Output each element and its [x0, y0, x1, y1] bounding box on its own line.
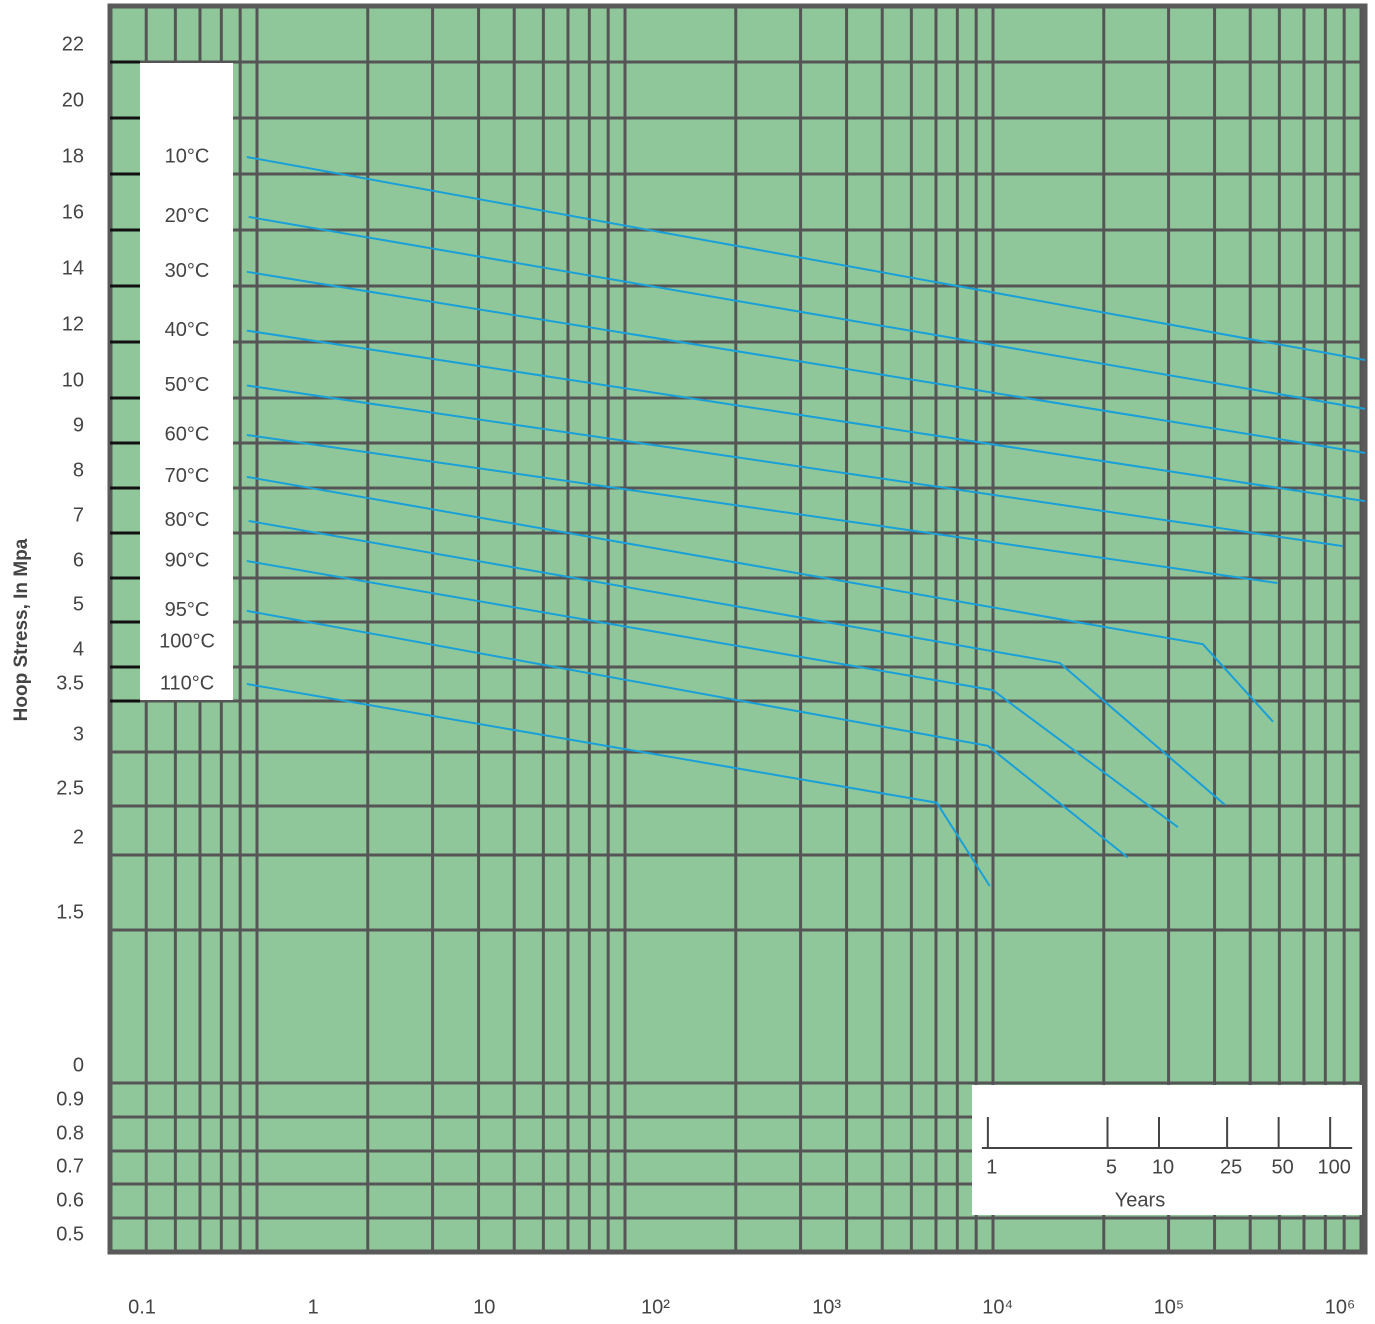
y-tick-label: 4: [73, 638, 84, 660]
years-tick-label: 25: [1220, 1156, 1242, 1178]
y-axis-title: Hoop Stress, In Mpa: [11, 538, 32, 721]
y-tick-label: 9: [73, 414, 84, 436]
x-tick-label: 10³: [812, 1296, 841, 1318]
series-line: [246, 270, 1366, 454]
series-label: 60°C: [165, 423, 210, 445]
y-tick-label: 14: [62, 257, 84, 279]
y-tick-label: 20: [62, 89, 84, 111]
series-label: 80°C: [165, 509, 210, 531]
y-tick-label: 0.9: [56, 1088, 84, 1110]
series-line: [246, 475, 1274, 723]
y-tick-label: 8: [73, 459, 84, 481]
years-tick-label: 10: [1152, 1156, 1174, 1178]
series-line: [246, 560, 1179, 829]
series-label: 50°C: [165, 374, 210, 396]
x-tick-label: 1: [308, 1296, 319, 1318]
series-line: [246, 384, 1344, 548]
y-tick-label: 22: [62, 33, 84, 55]
y-tick-label: 0.6: [56, 1189, 84, 1211]
y-tick-label: 6: [73, 549, 84, 571]
years-axis-title: Years: [1115, 1189, 1165, 1211]
years-inset: [972, 1085, 1362, 1215]
series-label: 90°C: [165, 549, 210, 571]
plot-frame: [107, 3, 1368, 1255]
series-label: 110°C: [160, 672, 214, 694]
series-line: [248, 215, 1366, 410]
series-label: 100°C: [159, 631, 215, 653]
y-tick-label: 1.5: [56, 901, 84, 923]
x-tick-label: 10⁵: [1154, 1296, 1185, 1318]
plot-area: [110, 6, 1365, 1252]
series-line: [246, 609, 1129, 859]
series-label: 30°C: [165, 260, 210, 282]
y-tick-label: 18: [62, 145, 84, 167]
y-tick-label: 3.5: [56, 672, 84, 694]
series-label: 40°C: [165, 319, 210, 341]
y-tick-label: 10: [62, 369, 84, 391]
x-tick-label: 0.1: [128, 1296, 156, 1318]
series-line: [248, 519, 1226, 806]
y-tick-label: 2: [73, 826, 84, 848]
series-label: 95°C: [165, 599, 210, 621]
graph-paper: [109, 6, 1365, 1252]
y-tick-label: 3: [73, 723, 84, 745]
y-tick-label: 0.7: [56, 1155, 84, 1177]
series-line: [246, 156, 1366, 361]
y-tick-label: 7: [73, 504, 84, 526]
y-tick-label: 0: [73, 1054, 84, 1076]
years-tick-label: 50: [1272, 1156, 1294, 1178]
series-line: [246, 434, 1278, 584]
y-tick-label: 0.5: [56, 1223, 84, 1245]
years-tick-label: 100: [1317, 1156, 1350, 1178]
y-tick-label: 5: [73, 593, 84, 615]
years-tick-label: 5: [1106, 1156, 1117, 1178]
x-tick-label: 10²: [641, 1296, 670, 1318]
x-tick-label: 10: [473, 1296, 495, 1318]
series-label: 70°C: [165, 465, 210, 487]
y-tick-label: 0.8: [56, 1122, 84, 1144]
years-tick-label: 1: [986, 1156, 997, 1178]
series-label: 10°C: [165, 145, 210, 167]
y-tick-label: 2.5: [56, 777, 84, 799]
y-tick-label: 16: [62, 201, 84, 223]
series-label: 20°C: [165, 205, 210, 227]
x-tick-label: 10⁴: [982, 1296, 1013, 1318]
y-tick-label: 12: [62, 313, 84, 335]
series-line: [246, 329, 1366, 503]
series-line: [246, 683, 991, 887]
x-tick-label: 10⁶: [1325, 1296, 1355, 1318]
legend-box: [140, 63, 233, 700]
